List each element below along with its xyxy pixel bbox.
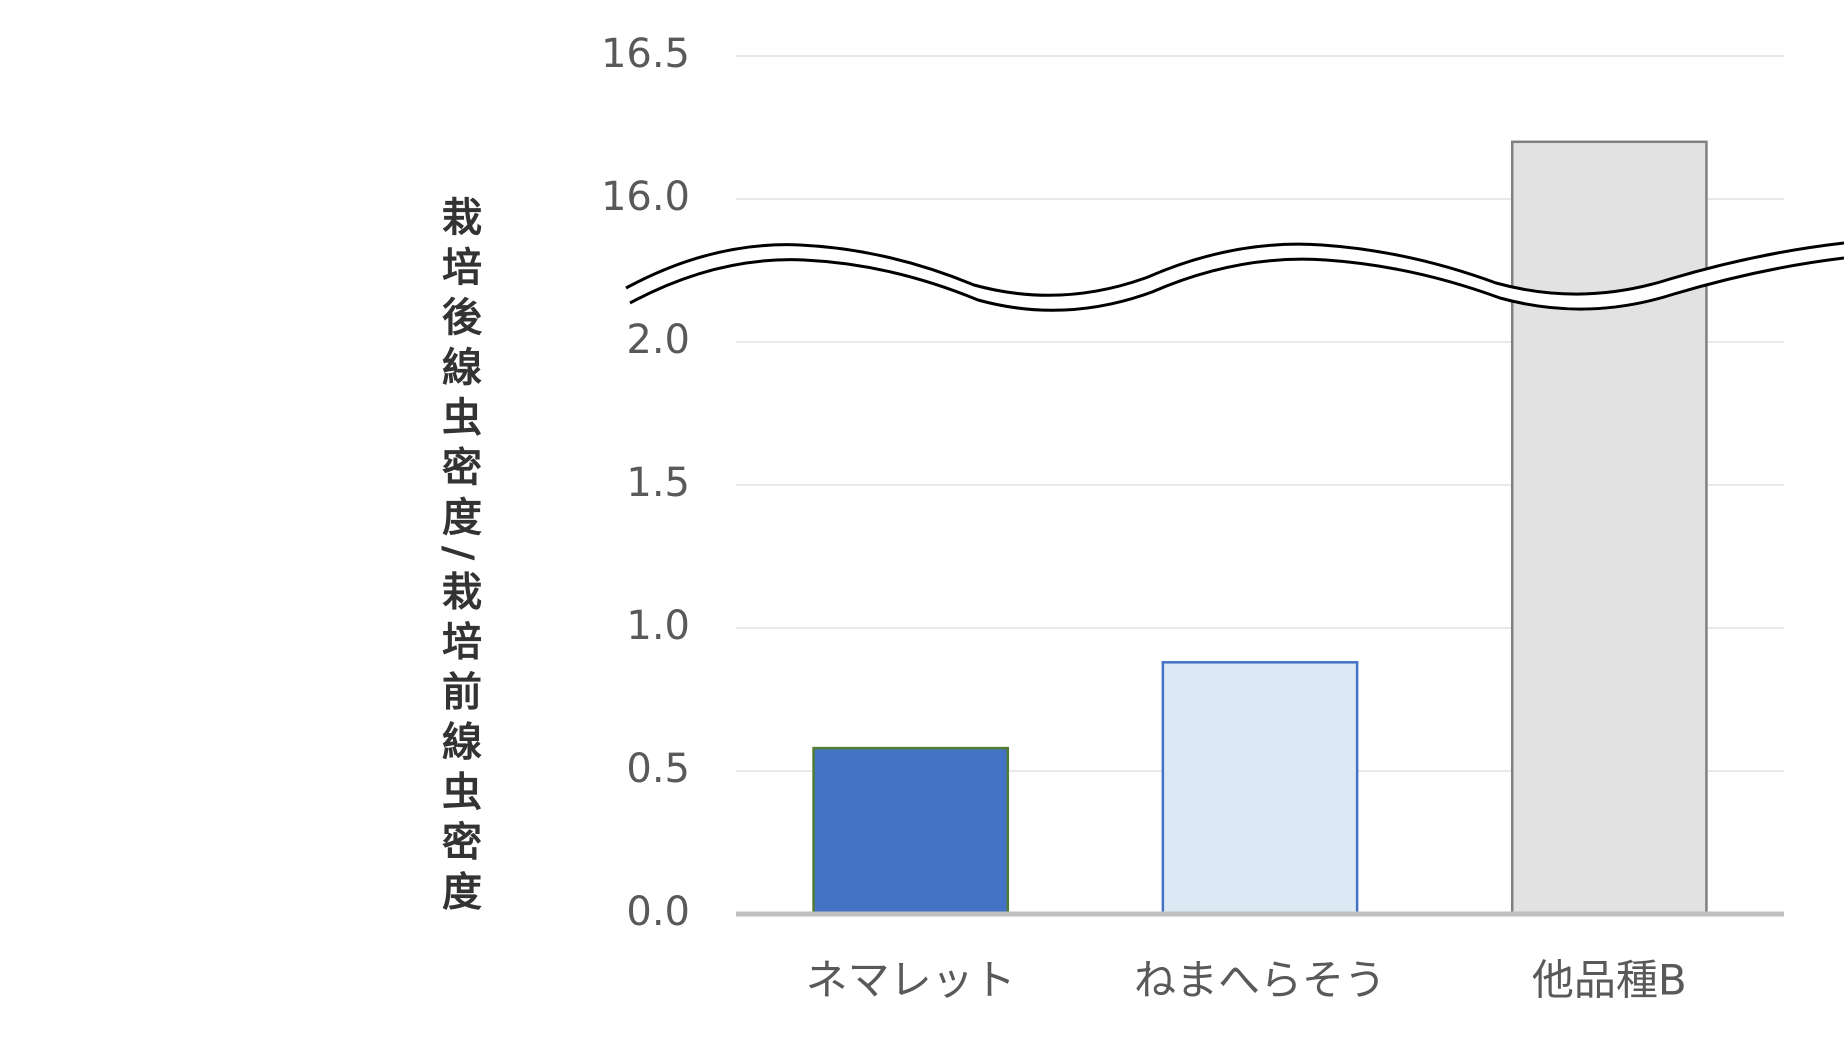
x-tick-label: 他品種B [1532,956,1687,1005]
x-tick-label: ネマレット [806,956,1016,1005]
bar [812,746,1010,916]
bar [1161,661,1359,916]
axis-break [622,241,1844,312]
bar [1510,140,1708,916]
y-tick-label: 1.0 [626,603,690,649]
y-axis-title: 栽培後線虫密度/栽培前線虫密度 [435,196,482,921]
y-tick-label: 1.5 [626,460,690,506]
plot-area: 0.0 0.5 1.0 1.5 2.0 16.0 16.5 ネマレット ねまへらそう 他品種B [601,31,1784,1005]
break-line [629,256,1844,312]
y-tick-label: 16.0 [601,174,690,220]
y-tick-label: 0.5 [626,746,690,792]
y-tick-label: 2.0 [626,317,690,363]
break-line [625,241,1844,297]
y-tick-label: 0.0 [626,889,690,935]
break-fill [622,242,1844,311]
y-tick-label: 16.5 [601,31,690,77]
x-tick-label: ねまへらそう [1134,956,1386,1005]
